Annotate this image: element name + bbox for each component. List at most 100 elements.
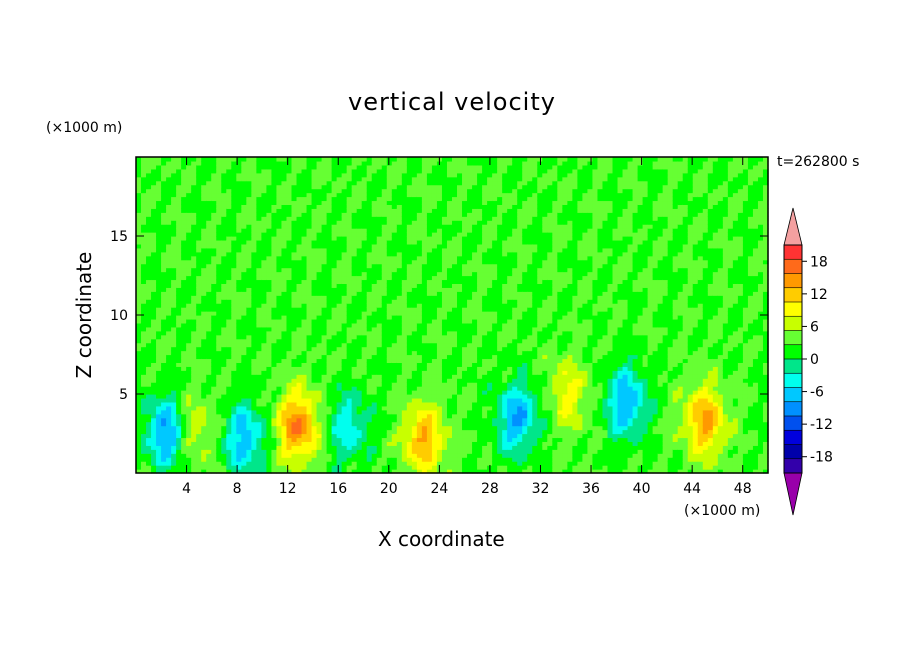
heatmap-cell (146, 267, 152, 273)
heatmap-cell (411, 188, 418, 194)
heatmap-cell (446, 366, 453, 371)
heatmap-cell (346, 236, 353, 241)
heatmap-cell (351, 425, 358, 431)
heatmap-cell (206, 271, 212, 277)
heatmap-cell (146, 236, 152, 241)
heatmap-cell (386, 172, 393, 178)
heatmap-cell (386, 350, 393, 356)
heatmap-cell (216, 157, 222, 162)
heatmap-cell (351, 267, 358, 273)
heatmap-cell (221, 295, 227, 300)
heatmap-cell (436, 457, 443, 462)
heatmap-cell (271, 168, 278, 174)
heatmap-cell (136, 271, 142, 277)
heatmap-cell (136, 243, 142, 249)
heatmap-cell (261, 461, 268, 466)
heatmap-cell (356, 330, 363, 336)
heatmap-cell (386, 212, 393, 217)
heatmap-cell (341, 291, 348, 296)
heatmap-cell (311, 342, 318, 348)
heatmap-cell (156, 307, 162, 312)
heatmap-cell (301, 342, 308, 348)
heatmap-cell (291, 405, 298, 411)
heatmap-cell (206, 441, 212, 446)
heatmap-cell (191, 370, 197, 375)
heatmap-cell (391, 461, 398, 466)
heatmap-cell (356, 267, 363, 273)
heatmap-cell (216, 433, 222, 439)
heatmap-cell (266, 346, 273, 352)
heatmap-cell (416, 212, 423, 217)
heatmap-cell (181, 342, 187, 348)
heatmap-cell (236, 338, 242, 344)
heatmap-cell (151, 405, 157, 411)
heatmap-cell (366, 378, 373, 383)
heatmap-cell (141, 307, 147, 312)
heatmap-cell (421, 362, 428, 367)
heatmap-cell (356, 350, 363, 356)
heatmap-cell (251, 386, 257, 391)
heatmap-cell (246, 315, 252, 320)
heatmap-cell (306, 224, 313, 229)
heatmap-cell (396, 255, 403, 261)
heatmap-cell (206, 354, 212, 360)
heatmap-cell (251, 267, 257, 273)
heatmap-cell (206, 469, 212, 474)
heatmap-cell (161, 362, 167, 367)
heatmap-cell (256, 251, 262, 257)
heatmap-cell (386, 196, 393, 202)
heatmap-cell (251, 318, 257, 324)
heatmap-cell (401, 433, 408, 439)
heatmap-cell (221, 315, 227, 320)
heatmap-cell (346, 251, 353, 257)
heatmap-cell (286, 449, 293, 454)
heatmap-cell (221, 453, 227, 458)
heatmap-cell (336, 405, 343, 411)
heatmap-cell (331, 295, 338, 300)
heatmap-cell (166, 279, 172, 284)
heatmap-cell (241, 200, 247, 205)
heatmap-cell (336, 425, 343, 431)
heatmap-cell (201, 168, 207, 174)
heatmap-cell (246, 220, 252, 225)
heatmap-cell (421, 247, 428, 253)
heatmap-cell (281, 243, 288, 249)
heatmap-cell (281, 251, 288, 257)
heatmap-cell (146, 232, 152, 237)
heatmap-cell (291, 465, 298, 470)
heatmap-cell (356, 409, 363, 415)
heatmap-cell (371, 346, 378, 352)
heatmap-cell (386, 334, 393, 340)
heatmap-cell (281, 370, 288, 375)
heatmap-cell (301, 330, 308, 336)
heatmap-cell (206, 287, 212, 292)
heatmap-cell (361, 362, 368, 367)
heatmap-cell (196, 374, 202, 379)
heatmap-cell (256, 283, 262, 288)
heatmap-cell (386, 208, 393, 213)
heatmap-cell (151, 334, 157, 340)
heatmap-cell (201, 390, 207, 395)
heatmap-cell (236, 326, 242, 332)
heatmap-cell (346, 180, 353, 186)
heatmap-cell (266, 386, 273, 391)
heatmap-cell (221, 413, 227, 419)
heatmap-cell (351, 279, 358, 284)
heatmap-cell (301, 228, 308, 233)
heatmap-cell (381, 180, 388, 186)
heatmap-cell (411, 180, 418, 186)
heatmap-cell (431, 208, 438, 213)
heatmap-cell (176, 366, 182, 371)
heatmap-cell (196, 204, 202, 209)
heatmap-cell (276, 212, 283, 217)
heatmap-cell (416, 330, 423, 336)
heatmap-cell (281, 157, 288, 162)
heatmap-cell (316, 232, 323, 237)
heatmap-cell (166, 346, 172, 352)
heatmap-cell (436, 307, 443, 312)
heatmap-cell (391, 346, 398, 352)
heatmap-cell (206, 180, 212, 186)
heatmap-cell (176, 350, 182, 356)
heatmap-cell (226, 311, 232, 316)
heatmap-cell (226, 457, 232, 462)
